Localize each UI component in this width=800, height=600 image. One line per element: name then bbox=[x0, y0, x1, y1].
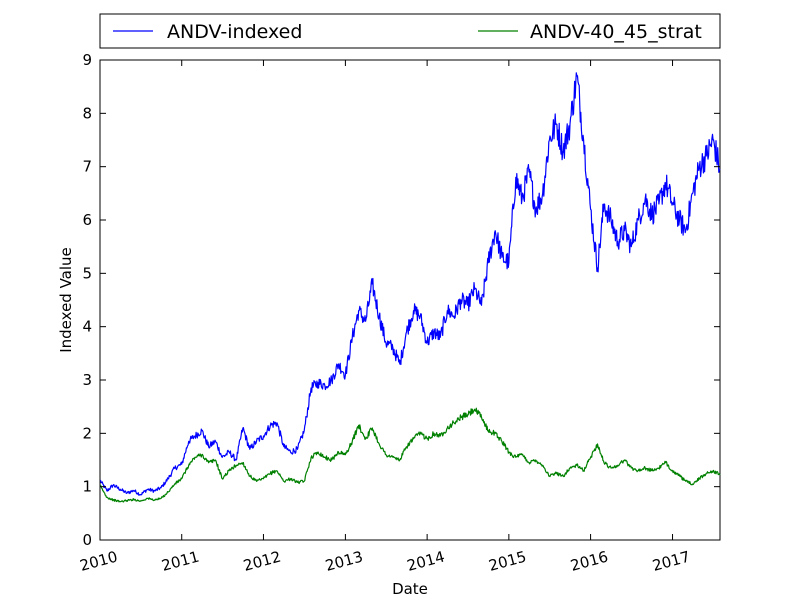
y-tick-label: 0 bbox=[82, 531, 92, 549]
y-tick-label: 5 bbox=[82, 264, 92, 282]
y-tick-label: 3 bbox=[82, 371, 92, 389]
legend-label-andv-indexed: ANDV-indexed bbox=[167, 21, 302, 43]
y-tick-label: 2 bbox=[82, 424, 92, 442]
x-tick-label: 2013 bbox=[323, 548, 365, 575]
series-line-andv-indexed bbox=[99, 72, 721, 496]
y-tick-label: 7 bbox=[82, 158, 92, 176]
x-tick-label: 2010 bbox=[78, 548, 120, 575]
y-tick-label: 9 bbox=[82, 51, 92, 69]
x-tick-label: 2014 bbox=[405, 548, 447, 575]
y-tick-label: 6 bbox=[82, 211, 92, 229]
legend-frame bbox=[99, 13, 721, 49]
legend-label-andv-strat: ANDV-40_45_strat bbox=[530, 21, 702, 43]
series-line-andv-40-45-strat bbox=[99, 407, 721, 503]
y-axis-title: Indexed Value bbox=[57, 247, 75, 353]
y-tick-label: 8 bbox=[82, 104, 92, 122]
x-tick-label: 2012 bbox=[241, 548, 283, 575]
legend: ANDV-indexed ANDV-40_45_strat bbox=[99, 13, 721, 49]
y-tick-label: 1 bbox=[82, 478, 92, 496]
x-tick-label: 2015 bbox=[487, 548, 529, 575]
y-axis: 0 1 2 3 4 5 6 7 8 9 bbox=[82, 51, 720, 549]
plot-area bbox=[99, 59, 721, 541]
x-tick-label: 2017 bbox=[650, 548, 692, 575]
series-layer bbox=[99, 72, 721, 503]
y-tick-label: 4 bbox=[82, 318, 92, 336]
x-axis-title: Date bbox=[392, 580, 428, 598]
x-tick-label: 2016 bbox=[569, 548, 611, 575]
x-tick-label: 2011 bbox=[160, 548, 202, 575]
